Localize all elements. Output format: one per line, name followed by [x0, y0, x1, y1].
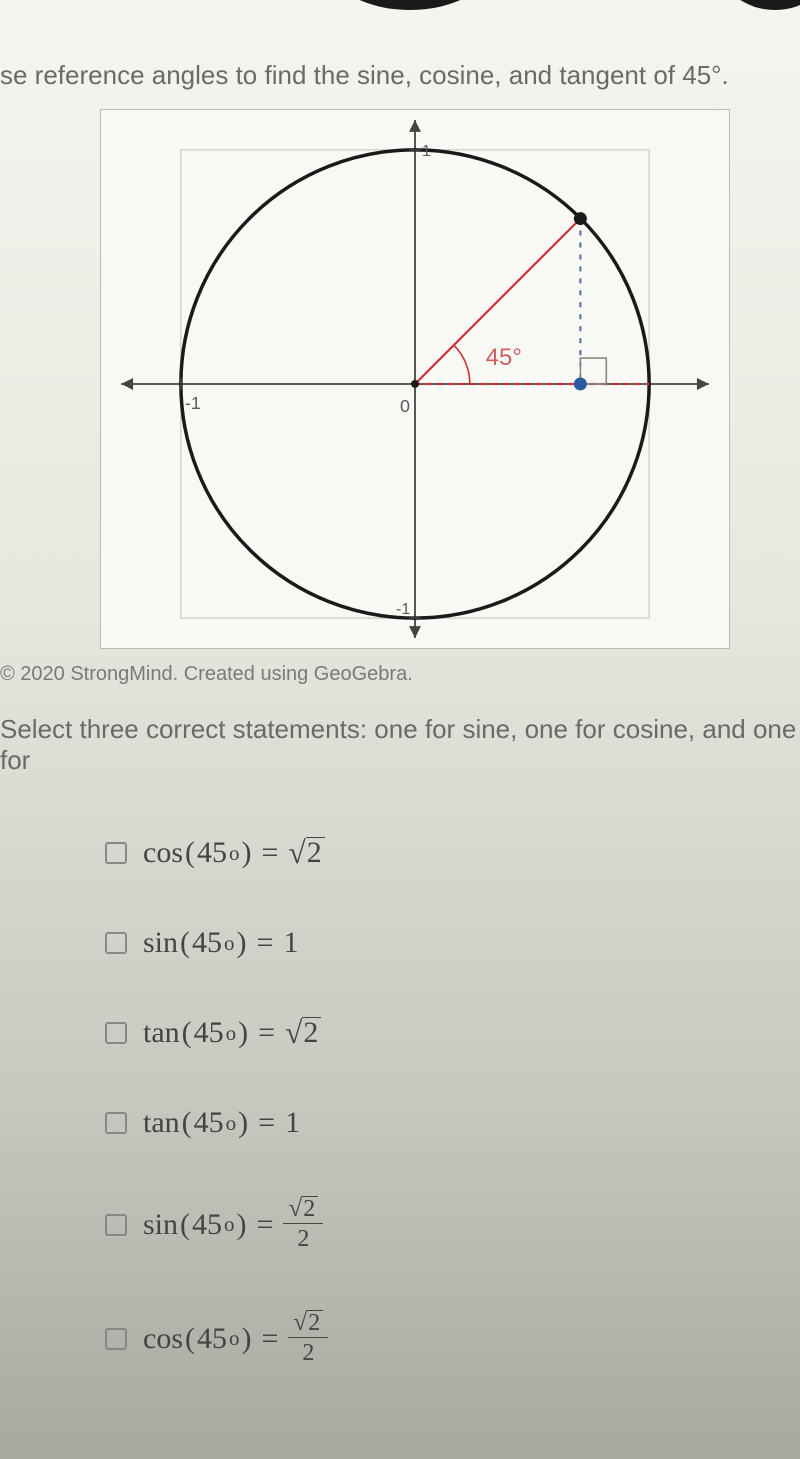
fn-arg: 45: [192, 926, 222, 960]
x-axis-arrow-left: [121, 378, 133, 390]
radical-icon: √: [285, 1017, 302, 1049]
fn-name: sin: [143, 1208, 178, 1242]
point-on-circle: [574, 212, 587, 225]
denominator: 2: [297, 1224, 309, 1254]
option-row[interactable]: cos(45o)= √2: [105, 836, 800, 870]
degree-symbol: o: [226, 1111, 237, 1136]
degree-symbol: o: [229, 1326, 240, 1351]
neg1-x-label: -1: [185, 393, 201, 413]
numerator: √2: [288, 1310, 328, 1338]
checkbox-icon[interactable]: [105, 1328, 127, 1350]
fn-arg: 45: [192, 1208, 222, 1242]
rhs-value: 1: [285, 1106, 300, 1140]
fn-arg: 45: [197, 1322, 227, 1356]
rhs-value: 1: [283, 926, 298, 960]
degree-symbol: o: [226, 1021, 237, 1046]
notch-blob: [330, 0, 490, 10]
sqrt-expr: √2: [288, 837, 324, 869]
equals-sign: =: [257, 926, 274, 960]
option-math: sin(45o)= √2 2: [143, 1196, 323, 1254]
degree-symbol: o: [229, 841, 240, 866]
degree-symbol: o: [224, 1212, 235, 1237]
radicand: 2: [306, 837, 325, 868]
copyright-text: © 2020 StrongMind. Created using GeoGebr…: [0, 649, 800, 714]
fraction: √2 2: [288, 1310, 328, 1368]
equals-sign: =: [262, 836, 279, 870]
fraction: √2 2: [283, 1196, 323, 1254]
fn-name: cos: [143, 1322, 183, 1356]
pos1-y-label: 1: [422, 143, 431, 160]
radical-icon: √: [288, 837, 305, 869]
unit-circle-diagram: 45° 0 -1 1 -1: [100, 109, 730, 649]
equals-sign: =: [262, 1322, 279, 1356]
fn-name: tan: [143, 1016, 180, 1050]
radicand: 2: [302, 1196, 318, 1221]
question-text: se reference angles to find the sine, co…: [0, 60, 800, 109]
radical-icon: √: [293, 1310, 307, 1335]
sqrt-expr: √2: [285, 1017, 321, 1049]
fn-name: tan: [143, 1106, 180, 1140]
degree-symbol: o: [224, 931, 235, 956]
fn-name: sin: [143, 926, 178, 960]
fn-arg: 45: [194, 1106, 224, 1140]
option-math: tan(45o)= 1: [143, 1106, 300, 1140]
neg1-y-label: -1: [396, 601, 410, 618]
sqrt-expr: √2: [293, 1310, 323, 1335]
numerator: √2: [283, 1196, 323, 1224]
checkbox-icon[interactable]: [105, 1022, 127, 1044]
y-axis-arrow-down: [409, 626, 421, 638]
foot-point: [574, 378, 587, 391]
equals-sign: =: [257, 1208, 274, 1242]
camera-notch-artifacts: [0, 0, 800, 30]
option-math: tan(45o)= √2: [143, 1016, 321, 1050]
x-axis-arrow: [697, 378, 709, 390]
angle-arc: [454, 345, 470, 384]
origin-point: [411, 380, 419, 388]
radical-icon: √: [288, 1196, 302, 1221]
fn-arg: 45: [197, 836, 227, 870]
equals-sign: =: [258, 1106, 275, 1140]
fn-arg: 45: [194, 1016, 224, 1050]
y-axis-arrow: [409, 120, 421, 132]
option-row[interactable]: tan(45o)= 1: [105, 1106, 800, 1140]
option-row[interactable]: tan(45o)= √2: [105, 1016, 800, 1050]
diagram-svg: 45° 0 -1 1 -1: [101, 110, 729, 648]
origin-label: 0: [400, 396, 410, 416]
option-row[interactable]: sin(45o)= √2 2: [105, 1196, 800, 1254]
equals-sign: =: [258, 1016, 275, 1050]
checkbox-icon[interactable]: [105, 932, 127, 954]
page-content: se reference angles to find the sine, co…: [0, 0, 800, 1368]
angle-label: 45°: [486, 344, 522, 371]
checkbox-icon[interactable]: [105, 1214, 127, 1236]
notch-blob: [720, 0, 800, 10]
sqrt-expr: √2: [288, 1196, 318, 1221]
instruction-text: Select three correct statements: one for…: [0, 714, 800, 836]
radicand: 2: [307, 1310, 323, 1335]
answer-options: cos(45o)= √2 sin(45o)= 1 tan(45o)= √2 ta…: [0, 836, 800, 1368]
option-math: cos(45o)= √2: [143, 836, 325, 870]
checkbox-icon[interactable]: [105, 842, 127, 864]
option-row[interactable]: cos(45o)= √2 2: [105, 1310, 800, 1368]
radicand: 2: [302, 1017, 321, 1048]
option-row[interactable]: sin(45o)= 1: [105, 926, 800, 960]
option-math: cos(45o)= √2 2: [143, 1310, 328, 1368]
fn-name: cos: [143, 836, 183, 870]
checkbox-icon[interactable]: [105, 1112, 127, 1134]
denominator: 2: [302, 1338, 314, 1368]
option-math: sin(45o)= 1: [143, 926, 298, 960]
